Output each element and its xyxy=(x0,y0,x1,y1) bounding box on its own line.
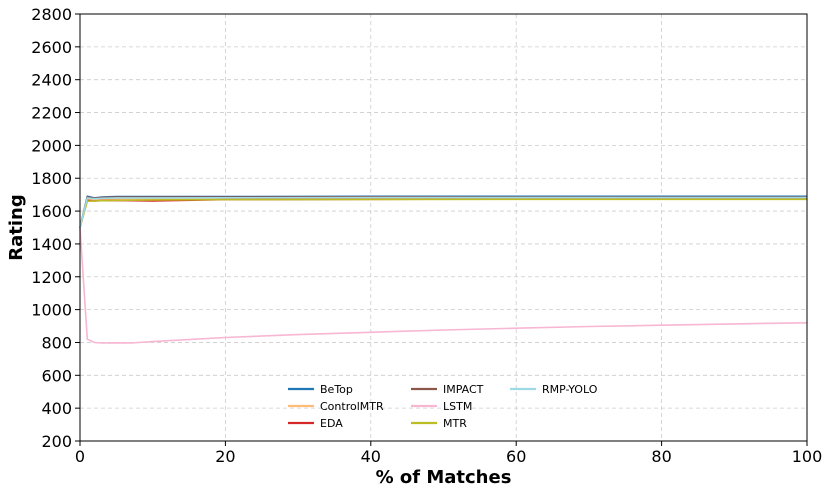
y-tick-label: 2200 xyxy=(31,104,72,123)
x-tick-label: 0 xyxy=(75,447,85,466)
x-tick-label: 100 xyxy=(792,447,823,466)
y-tick-label: 1000 xyxy=(31,301,72,320)
series-line-impact xyxy=(79,196,807,228)
legend-item: EDA xyxy=(288,417,343,430)
y-tick-label: 600 xyxy=(41,366,72,385)
x-tick-label: 60 xyxy=(506,447,526,466)
series-lines xyxy=(79,195,808,344)
x-tick-label: 20 xyxy=(215,447,235,466)
y-tick-label: 1400 xyxy=(31,235,72,254)
x-axis-ticks: 0 20 40 60 80 100 xyxy=(75,441,822,466)
series-line-controlmtr xyxy=(79,197,808,228)
x-axis-label: % of Matches xyxy=(376,467,512,488)
series-line-mtr xyxy=(79,198,807,228)
y-axis-ticks: 200 400 600 800 1000 1200 1400 1600 1800 2000 2200… xyxy=(31,5,80,451)
legend-item: BeTop xyxy=(288,383,353,396)
y-tick-label: 1600 xyxy=(31,202,72,221)
legend-label: ControlMTR xyxy=(320,400,384,413)
legend-label: LSTM xyxy=(443,400,472,413)
y-tick-label: 2800 xyxy=(31,5,72,24)
legend-item: IMPACT xyxy=(411,383,484,396)
y-tick-label: 2400 xyxy=(31,71,72,90)
legend-label: IMPACT xyxy=(443,383,484,396)
series-line-eda xyxy=(79,197,808,228)
legend-item: MTR xyxy=(411,417,467,430)
legend-label: RMP-YOLO xyxy=(542,383,598,396)
y-tick-label: 1200 xyxy=(31,268,72,287)
y-tick-label: 800 xyxy=(41,333,72,352)
legend-item: ControlMTR xyxy=(288,400,384,413)
legend: BeTop ControlMTR EDA IMPACT LSTM MTR RMP-YOLO xyxy=(288,383,598,430)
legend-label: EDA xyxy=(320,417,343,430)
y-tick-label: 2000 xyxy=(31,136,72,155)
x-tick-label: 40 xyxy=(361,447,381,466)
legend-label: MTR xyxy=(443,417,467,430)
legend-item: RMP-YOLO xyxy=(510,383,598,396)
y-axis-label: Rating xyxy=(6,194,27,260)
y-tick-label: 2600 xyxy=(31,38,72,57)
y-tick-label: 200 xyxy=(41,432,72,451)
y-tick-label: 400 xyxy=(41,399,72,418)
grid-lines xyxy=(80,14,807,441)
x-tick-label: 80 xyxy=(651,447,671,466)
legend-label: BeTop xyxy=(320,383,353,396)
series-line-rmp-yolo xyxy=(79,196,807,228)
series-line-lstm xyxy=(79,227,808,344)
y-tick-label: 1800 xyxy=(31,169,72,188)
plot-frame xyxy=(79,13,808,442)
legend-item: LSTM xyxy=(411,400,472,413)
